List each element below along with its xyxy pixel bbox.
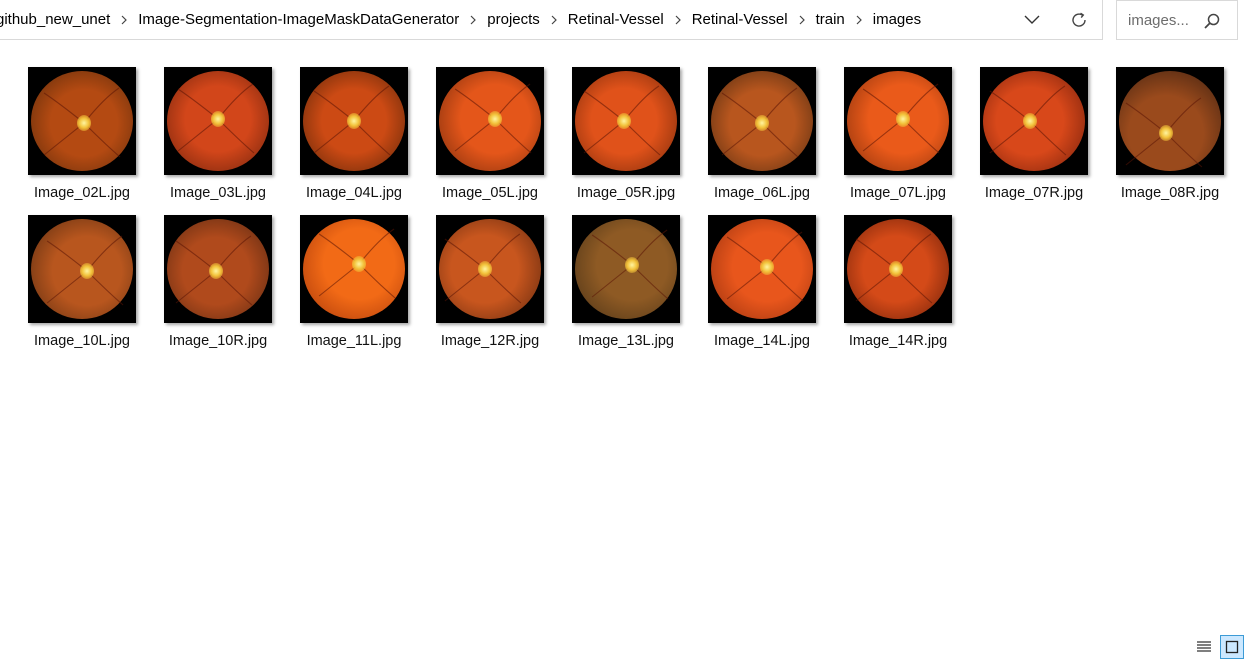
vessel-lines	[1125, 97, 1203, 168]
optic-disc	[888, 261, 903, 277]
file-name: Image_10L.jpg	[34, 333, 130, 349]
refresh-icon[interactable]	[1064, 5, 1094, 35]
image-thumbnail[interactable]	[572, 215, 680, 323]
file-name: Image_02L.jpg	[34, 185, 130, 201]
file-name: Image_11L.jpg	[306, 333, 402, 349]
optic-disc	[1158, 125, 1173, 141]
image-thumbnail[interactable]	[28, 215, 136, 323]
search-input[interactable]	[1126, 10, 1210, 30]
large-icons-view-icon[interactable]	[1220, 635, 1244, 659]
file-item[interactable]: Image_12R.jpg	[436, 215, 548, 355]
file-name: Image_14R.jpg	[848, 333, 948, 349]
chevron-right-icon[interactable]	[789, 15, 815, 25]
file-name: Image_06L.jpg	[714, 185, 810, 201]
optic-disc	[77, 115, 92, 131]
image-thumbnail[interactable]	[164, 215, 272, 323]
optic-disc	[208, 263, 223, 279]
file-item[interactable]: Image_11L.jpg	[300, 215, 412, 355]
file-name: Image_14L.jpg	[714, 333, 810, 349]
image-thumbnail[interactable]	[164, 67, 272, 175]
image-thumbnail[interactable]	[708, 215, 816, 323]
file-name: Image_07L.jpg	[850, 185, 946, 201]
image-thumbnail[interactable]	[436, 215, 544, 323]
fundus-image	[1119, 71, 1221, 171]
breadcrumb-item[interactable]: images	[872, 11, 922, 28]
chevron-right-icon[interactable]	[665, 15, 691, 25]
image-thumbnail[interactable]	[844, 215, 952, 323]
address-bar[interactable]: github_new_unet Image-Segmentation-ImageM…	[0, 0, 1103, 40]
file-item[interactable]: Image_05L.jpg	[436, 67, 548, 207]
file-name: Image_03L.jpg	[170, 185, 266, 201]
optic-disc	[80, 263, 95, 279]
file-item[interactable]: Image_08R.jpg	[1116, 67, 1228, 207]
file-item[interactable]: Image_13L.jpg	[572, 215, 684, 355]
chevron-right-icon[interactable]	[460, 15, 486, 25]
chevron-right-icon[interactable]	[846, 15, 872, 25]
vessel	[86, 270, 124, 306]
search-icon[interactable]	[1203, 12, 1221, 30]
vessel	[902, 118, 940, 154]
file-name: Image_10R.jpg	[168, 333, 268, 349]
search-box[interactable]	[1116, 0, 1238, 40]
optic-disc	[616, 113, 631, 129]
explorer-toolbar: github_new_unet Image-Segmentation-ImageM…	[0, 0, 1248, 41]
file-name: Image_13L.jpg	[578, 333, 674, 349]
vessel	[83, 122, 121, 158]
breadcrumb-item[interactable]: projects	[487, 11, 540, 28]
optic-disc	[896, 111, 911, 127]
optic-disc	[477, 261, 492, 277]
image-thumbnail[interactable]	[708, 67, 816, 175]
image-thumbnail[interactable]	[436, 67, 544, 175]
file-item[interactable]: Image_06L.jpg	[708, 67, 820, 207]
file-item[interactable]: Image_04L.jpg	[300, 67, 412, 207]
breadcrumb-item[interactable]: Retinal-Vessel	[567, 11, 664, 28]
file-item[interactable]: Image_03L.jpg	[164, 67, 276, 207]
file-item[interactable]: Image_10L.jpg	[28, 215, 140, 355]
vessel	[631, 264, 669, 300]
file-name: Image_04L.jpg	[306, 185, 402, 201]
file-item[interactable]: Image_05R.jpg	[572, 67, 684, 207]
breadcrumb-item[interactable]: Image-Segmentation-ImageMaskDataGenerato…	[138, 11, 460, 28]
optic-disc	[755, 115, 769, 131]
file-name: Image_12R.jpg	[440, 333, 540, 349]
file-item[interactable]: Image_10R.jpg	[164, 215, 276, 355]
chevron-down-icon[interactable]	[1017, 5, 1047, 35]
breadcrumb-item[interactable]: Retinal-Vessel	[691, 11, 788, 28]
file-item[interactable]: Image_14L.jpg	[708, 215, 820, 355]
image-thumbnail[interactable]	[1116, 67, 1224, 175]
vessel	[494, 118, 532, 154]
chevron-right-icon[interactable]	[111, 15, 137, 25]
chevron-right-icon[interactable]	[541, 15, 567, 25]
vessel	[358, 263, 396, 299]
image-thumbnail[interactable]	[572, 67, 680, 175]
image-thumbnail[interactable]	[980, 67, 1088, 175]
image-thumbnail[interactable]	[300, 67, 408, 175]
file-name: Image_07R.jpg	[984, 185, 1084, 201]
view-controls	[1190, 634, 1248, 660]
file-name: Image_08R.jpg	[1120, 185, 1220, 201]
breadcrumb-item[interactable]: github_new_unet	[0, 11, 111, 28]
file-item[interactable]: Image_07R.jpg	[980, 67, 1092, 207]
image-thumbnail[interactable]	[28, 67, 136, 175]
breadcrumb-item[interactable]: train	[815, 11, 845, 28]
breadcrumb: github_new_unet Image-Segmentation-ImageM…	[0, 0, 922, 39]
details-view-icon[interactable]	[1192, 635, 1216, 659]
vessel	[766, 266, 804, 302]
optic-disc	[760, 259, 775, 275]
optic-disc	[625, 257, 640, 273]
file-item[interactable]: Image_14R.jpg	[844, 215, 956, 355]
optic-disc	[352, 256, 367, 272]
optic-disc	[347, 113, 361, 129]
optic-disc	[1022, 113, 1037, 129]
file-item[interactable]: Image_07L.jpg	[844, 67, 956, 207]
file-item[interactable]: Image_02L.jpg	[28, 67, 140, 207]
optic-disc	[488, 111, 503, 127]
image-thumbnail[interactable]	[844, 67, 952, 175]
image-thumbnail[interactable]	[300, 215, 408, 323]
file-name: Image_05L.jpg	[442, 185, 538, 201]
optic-disc	[211, 111, 225, 127]
file-name: Image_05R.jpg	[576, 185, 676, 201]
